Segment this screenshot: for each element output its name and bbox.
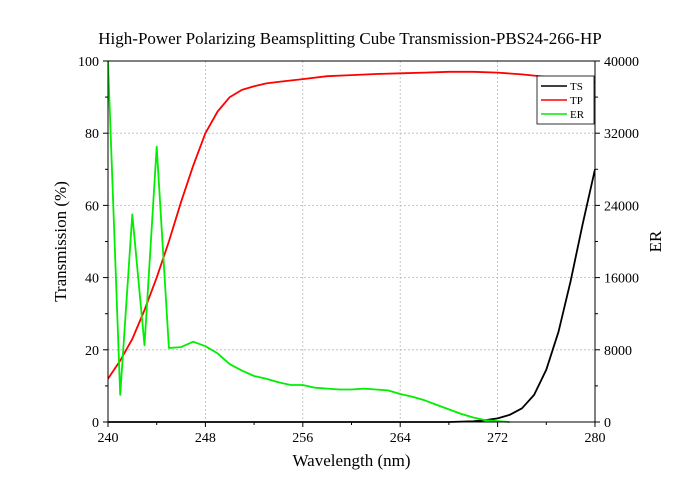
series-lines (108, 60, 595, 423)
y-axis-right: 0 8000 16000 24000 32000 40000 (595, 55, 639, 431)
x-tick-label: 272 (487, 431, 508, 446)
y-tick-label: 80 (85, 127, 99, 142)
x-tick-label: 240 (98, 431, 119, 446)
series-line-tp (108, 70, 595, 380)
y2-tick-label: 0 (604, 416, 611, 431)
x-tick-label: 248 (195, 431, 216, 446)
legend: TS TP ER (536, 75, 595, 125)
x-tick-label: 256 (292, 431, 313, 446)
series-line-ts (108, 169, 595, 423)
y2-tick-label: 32000 (604, 127, 639, 142)
y2-tick-label: 24000 (604, 199, 639, 214)
y2-tick-label: 8000 (604, 344, 632, 359)
y2-tick-label: 16000 (604, 272, 639, 287)
legend-label-tp: TP (570, 95, 583, 107)
y-tick-label: 100 (78, 55, 99, 70)
y2-axis-label: ER (646, 230, 665, 252)
y-tick-label: 20 (85, 344, 99, 359)
plot-frame (107, 60, 596, 423)
legend-label-er: ER (570, 109, 585, 121)
x-axis: 240 248 256 264 272 280 (98, 422, 606, 446)
y2-tick-label: 40000 (604, 55, 639, 70)
legend-label-ts: TS (570, 81, 583, 93)
chart-title: High-Power Polarizing Beamsplitting Cube… (98, 29, 601, 48)
y-tick-label: 60 (85, 199, 99, 214)
y-axis-left: 0 20 40 60 80 100 (78, 55, 108, 431)
y-tick-label: 0 (92, 416, 99, 431)
grid (108, 61, 595, 422)
x-tick-label: 264 (390, 431, 411, 446)
x-tick-label: 280 (585, 431, 606, 446)
y-tick-label: 40 (85, 272, 99, 287)
x-axis-label: Wavelength (nm) (292, 451, 410, 470)
series-line-er (108, 60, 510, 423)
y-axis-label: Transmission (%) (51, 181, 70, 302)
